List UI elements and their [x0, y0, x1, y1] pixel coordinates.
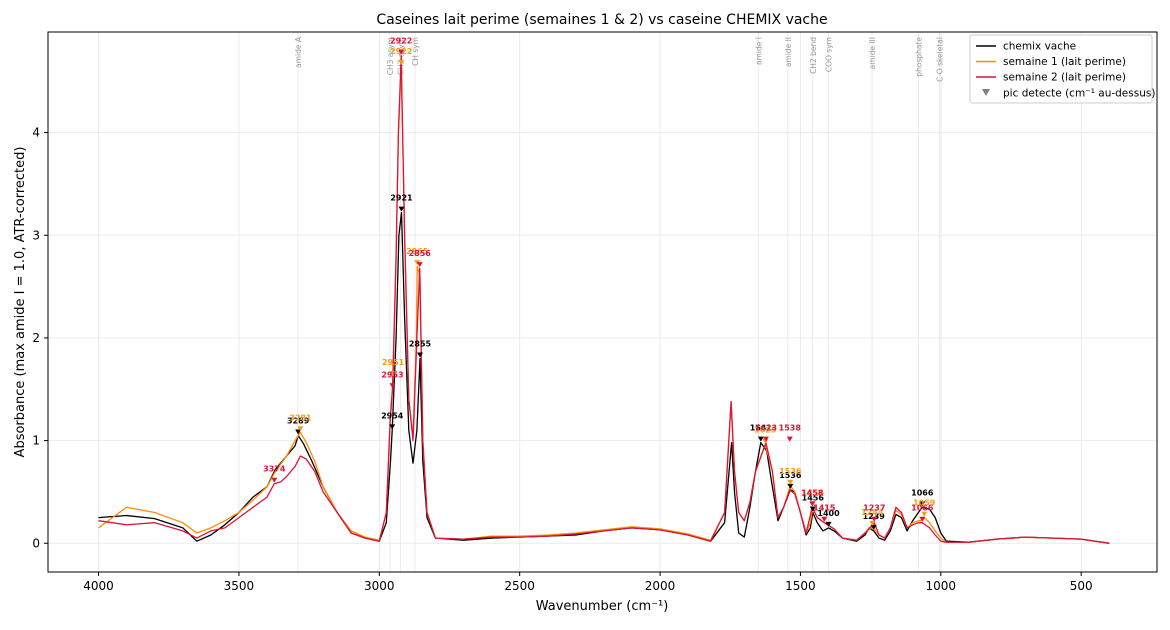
peak-label: 2865 — [406, 247, 429, 256]
peak-label: 2922 — [390, 37, 412, 46]
y-axis-label: Absorbance (max amide I = 1.0, ATR-corre… — [13, 147, 28, 458]
legend-label-semaine2: semaine 2 (lait perime) — [1003, 72, 1126, 84]
x-tick-label: 3000 — [364, 579, 395, 593]
x-tick-label: 4000 — [83, 579, 114, 593]
x-tick-label: 2500 — [504, 579, 535, 593]
peak-marker — [398, 206, 405, 212]
peak-marker — [398, 59, 405, 65]
peak-label: 3289 — [287, 416, 310, 425]
peak-label: 2855 — [409, 339, 432, 348]
peak-label: 1536 — [779, 467, 802, 476]
legend-label-chemix: chemix vache — [1003, 41, 1076, 53]
band-label: CH2 bend — [809, 37, 818, 74]
legend-box — [969, 34, 1153, 104]
peak-marker — [398, 49, 405, 55]
peak-marker — [870, 524, 877, 530]
peak-label: 1244 — [861, 508, 884, 517]
peak-label: 1066 — [911, 504, 934, 513]
peak-marker — [921, 511, 928, 517]
peak-marker — [390, 370, 397, 376]
peak-marker — [821, 516, 828, 522]
peak-label: 2953 — [381, 370, 403, 379]
peak-marker — [762, 436, 769, 442]
band-label: amide A — [294, 36, 303, 68]
peak-label: 1625 — [754, 426, 777, 435]
band-label: COO sym — [825, 37, 834, 72]
peak-label: 1458 — [801, 488, 824, 497]
peak-marker — [809, 501, 816, 507]
y-axis: 0 1 2 3 4 — [32, 126, 48, 550]
x-tick-label: 3500 — [224, 579, 255, 593]
peak-label: 2921 — [390, 194, 413, 203]
peak-marker — [271, 477, 278, 483]
peak-marker — [871, 516, 878, 522]
peak-label: 1066 — [911, 488, 934, 497]
legend: chemix vache semaine 1 (lait perime) sem… — [969, 34, 1155, 104]
plot-frame — [47, 31, 1158, 573]
x-axis-label: Wavenumber (cm⁻¹) — [536, 599, 669, 614]
peak-marker — [786, 436, 793, 442]
peak-marker — [787, 483, 794, 489]
peak-label: 3374 — [263, 465, 286, 474]
peak-label: 2954 — [381, 411, 404, 420]
band-label: amide II — [784, 37, 793, 67]
band-label: amide III — [868, 37, 877, 69]
peak-marker — [869, 520, 876, 526]
peak-label: 1239 — [863, 512, 886, 521]
y-tick-label: 2 — [32, 331, 40, 345]
peak-label: 1400 — [817, 509, 840, 518]
peak-label: 1456 — [802, 493, 825, 502]
peak-label: 1415 — [813, 504, 836, 513]
peak-marker — [416, 262, 423, 268]
peak-label: 1059 — [913, 499, 936, 508]
peak-label: 1237 — [863, 504, 885, 513]
peak-label: 1415 — [813, 504, 836, 513]
peak-marker — [389, 383, 396, 389]
peak-marker — [825, 521, 832, 527]
series-line-1 — [98, 65, 1110, 544]
band-label: CH3 asym — [386, 37, 395, 75]
band-label: C O skeletal — [935, 37, 944, 82]
band-label: phosphate — [914, 37, 923, 77]
y-tick-label: 1 — [32, 434, 40, 448]
x-tick-label: 500 — [1070, 579, 1093, 593]
peak-label: 2856 — [409, 249, 432, 258]
peak-marker — [919, 516, 926, 522]
legend-label-semaine1: semaine 1 (lait perime) — [1003, 56, 1126, 68]
band-label: CH sym — [411, 37, 420, 66]
y-tick-label: 0 — [32, 536, 40, 550]
grid — [48, 32, 1157, 572]
peak-label: 1538 — [779, 424, 802, 433]
peak-marker — [809, 506, 816, 512]
x-tick-label: 2000 — [645, 579, 676, 593]
peak-marker — [295, 429, 302, 435]
peak-label: 1456 — [802, 488, 825, 497]
legend-peak-marker-icon — [982, 89, 990, 96]
chart-title: Caseines lait perime (semaines 1 & 2) vs… — [376, 12, 827, 28]
peak-marker — [297, 426, 304, 432]
x-tick-label: 1500 — [785, 579, 816, 593]
peak-label: 1536 — [779, 471, 802, 480]
peak-label: 1641 — [750, 424, 773, 433]
peak-label: 2951 — [382, 358, 405, 367]
peak-marker — [417, 352, 424, 358]
peak-label: 1623 — [755, 424, 777, 433]
peak-marker — [757, 436, 764, 442]
band-label: amide I — [754, 37, 763, 65]
peak-label: 3281 — [289, 413, 312, 422]
series-line-2 — [98, 54, 1110, 544]
series-line-0 — [98, 212, 1110, 544]
series-layer — [98, 54, 1110, 544]
y-tick-label: 4 — [32, 126, 40, 140]
x-tick-label: 1000 — [926, 579, 957, 593]
peak-marker — [919, 501, 926, 507]
x-axis: 4000 3500 3000 2500 2000 1500 1000 500 — [83, 572, 1093, 593]
legend-label-peak: pic detecte (cm⁻¹ au-dessus) — [1003, 88, 1155, 100]
y-tick-label: 3 — [32, 228, 40, 242]
peak-marker — [787, 479, 794, 485]
peak-marker — [389, 424, 396, 430]
